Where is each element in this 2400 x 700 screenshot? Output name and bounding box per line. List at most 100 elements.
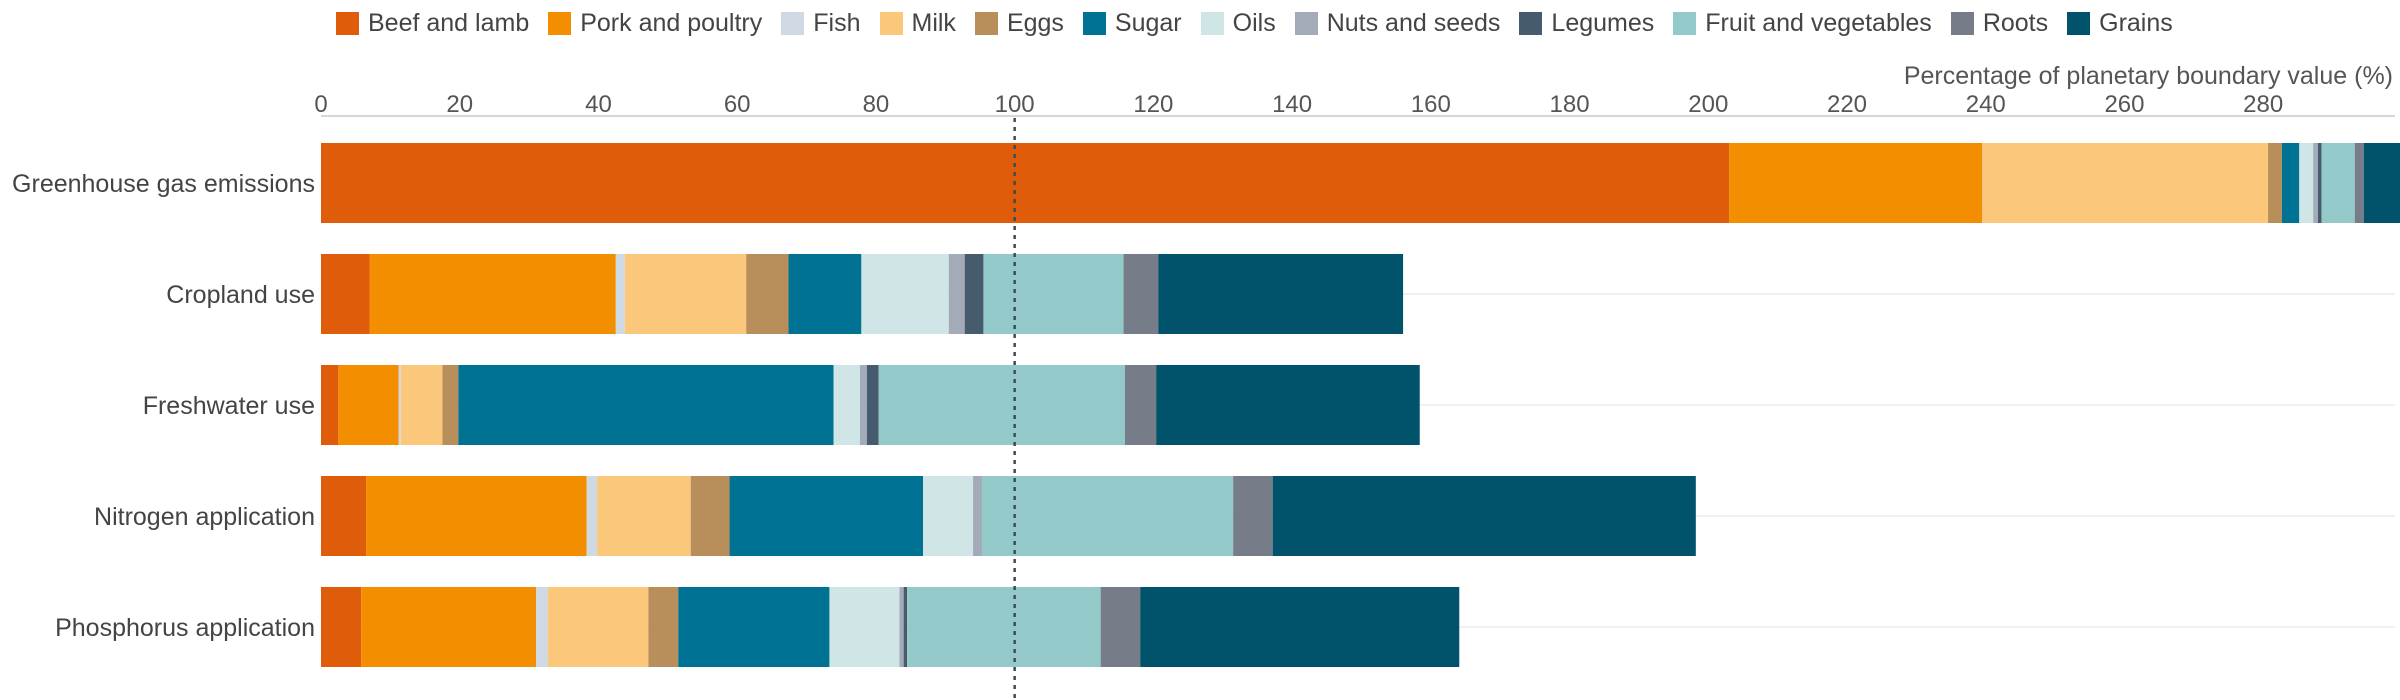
bar-beef-and-lamb-cropland-use xyxy=(321,254,370,334)
bar-legumes-phosphorus-application xyxy=(903,587,908,667)
x-tick-label: 0 xyxy=(314,91,327,118)
bar-milk-phosphorus-application xyxy=(547,587,649,667)
bar-beef-and-lamb-freshwater-use xyxy=(321,365,339,445)
legend-item-eggs: Eggs xyxy=(974,9,1064,38)
bar-oils-nitrogen-application xyxy=(923,476,974,556)
bar-fruit-and-vegetables-greenhouse-gas-emissions xyxy=(2321,143,2355,223)
bar-beef-and-lamb-greenhouse-gas-emissions xyxy=(321,143,1730,223)
legend-swatch xyxy=(974,12,998,35)
legend-swatch xyxy=(1519,12,1543,35)
legend-label: Fish xyxy=(813,9,861,37)
x-tick-label: 80 xyxy=(863,91,890,118)
legend-item-fruit-and-vegetables: Fruit and vegetables xyxy=(1673,9,1932,38)
x-tick-label: 200 xyxy=(1688,91,1728,118)
legend-swatch xyxy=(336,12,359,35)
category-label-phosphorus-application: Phosphorus application xyxy=(55,614,315,642)
bars-layer xyxy=(321,143,2400,667)
bar-pork-and-poultry-phosphorus-application xyxy=(361,587,537,667)
bar-oils-phosphorus-application xyxy=(829,587,900,667)
bar-legumes-cropland-use xyxy=(964,254,984,334)
x-tick-label: 100 xyxy=(995,91,1035,118)
legend-swatch xyxy=(1200,12,1224,35)
category-label-freshwater-use: Freshwater use xyxy=(143,392,315,420)
bar-nuts-and-seeds-phosphorus-application xyxy=(899,587,904,667)
legend-label: Roots xyxy=(1982,9,2049,37)
bar-roots-greenhouse-gas-emissions xyxy=(2354,143,2364,223)
legend-swatch xyxy=(1294,12,1318,35)
legend-label: Beef and lamb xyxy=(368,9,530,37)
bar-fish-phosphorus-application xyxy=(536,587,548,667)
axis-layer: 0 20 40 60 80 100 120 140 160 180 200 220 240 260 280 G… xyxy=(12,91,2395,642)
legend-item-grains: Grains xyxy=(2067,9,2173,38)
category-label-greenhouse-gas-emissions: Greenhouse gas emissions xyxy=(12,170,315,198)
x-tick-label: 60 xyxy=(724,91,751,118)
bar-eggs-cropland-use xyxy=(746,254,789,334)
legend-swatch xyxy=(1673,12,1697,35)
bar-eggs-phosphorus-application xyxy=(648,587,679,667)
bar-grains-phosphorus-application xyxy=(1140,587,1460,667)
legend-label: Milk xyxy=(911,9,956,37)
legend-item-sugar: Sugar xyxy=(1082,9,1182,38)
bar-eggs-freshwater-use xyxy=(442,365,459,445)
bar-fruit-and-vegetables-freshwater-use xyxy=(878,365,1125,445)
bar-fruit-and-vegetables-nitrogen-application xyxy=(982,476,1234,556)
x-tick-label: 180 xyxy=(1550,91,1590,118)
x-axis-title: Percentage of planetary boundary value (… xyxy=(1904,62,2393,90)
bar-milk-nitrogen-application xyxy=(597,476,691,556)
bar-grains-freshwater-use xyxy=(1156,365,1420,445)
bar-sugar-freshwater-use xyxy=(458,365,834,445)
bar-fruit-and-vegetables-phosphorus-application xyxy=(907,587,1101,667)
bar-roots-freshwater-use xyxy=(1124,365,1157,445)
x-tick-label: 140 xyxy=(1272,91,1312,118)
legend: Beef and lamb Pork and poultry Fish Milk Egg… xyxy=(336,9,2192,38)
bar-roots-phosphorus-application xyxy=(1100,587,1141,667)
bar-nuts-and-seeds-nitrogen-application xyxy=(973,476,983,556)
bar-fish-freshwater-use xyxy=(398,365,401,445)
grid-layer xyxy=(321,293,2395,628)
legend-item-oils: Oils xyxy=(1200,9,1276,38)
bar-nuts-and-seeds-greenhouse-gas-emissions xyxy=(2313,143,2319,223)
x-tick-label: 40 xyxy=(585,91,612,118)
bar-grains-greenhouse-gas-emissions xyxy=(2363,143,2400,223)
legend-label: Sugar xyxy=(1114,9,1182,37)
bar-milk-greenhouse-gas-emissions xyxy=(1982,143,2269,223)
bar-legumes-greenhouse-gas-emissions xyxy=(2318,143,2322,223)
bar-oils-greenhouse-gas-emissions xyxy=(2299,143,2314,223)
legend-swatch xyxy=(1082,12,1106,35)
bar-pork-and-poultry-freshwater-use xyxy=(338,365,399,445)
bar-sugar-nitrogen-application xyxy=(729,476,924,556)
bar-grains-nitrogen-application xyxy=(1272,476,1696,556)
bar-pork-and-poultry-greenhouse-gas-emissions xyxy=(1729,143,1983,223)
bar-milk-cropland-use xyxy=(624,254,747,334)
legend-item-legumes: Legumes xyxy=(1519,9,1654,38)
x-tick-label: 240 xyxy=(1966,91,2006,118)
legend-label: Eggs xyxy=(1006,9,1064,37)
legend-swatch xyxy=(879,12,903,35)
bar-legumes-freshwater-use xyxy=(866,365,879,445)
legend-item-roots: Roots xyxy=(1950,9,2049,38)
bar-fish-cropland-use xyxy=(615,254,625,334)
bar-oils-cropland-use xyxy=(861,254,949,334)
x-tick-label: 160 xyxy=(1411,91,1451,118)
bar-oils-freshwater-use xyxy=(833,365,860,445)
bar-roots-cropland-use xyxy=(1123,254,1159,334)
legend-swatch xyxy=(781,12,805,35)
legend-item-beef-and-lamb: Beef and lamb xyxy=(336,9,529,38)
bar-sugar-greenhouse-gas-emissions xyxy=(2281,143,2300,223)
bar-milk-freshwater-use xyxy=(400,365,443,445)
legend-swatch xyxy=(548,12,572,35)
bar-fruit-and-vegetables-cropland-use xyxy=(983,254,1124,334)
bar-nuts-and-seeds-freshwater-use xyxy=(859,365,867,445)
legend-label: Pork and poultry xyxy=(580,9,763,37)
x-tick-label: 280 xyxy=(2243,91,2283,118)
bar-sugar-cropland-use xyxy=(788,254,862,334)
legend-item-milk: Milk xyxy=(879,9,956,38)
legend-label: Legumes xyxy=(1551,9,1655,37)
legend-item-fish: Fish xyxy=(781,9,861,38)
bar-eggs-greenhouse-gas-emissions xyxy=(2268,143,2282,223)
x-tick-label: 260 xyxy=(2104,91,2144,118)
legend-label: Oils xyxy=(1232,9,1276,37)
x-tick-label: 20 xyxy=(446,91,473,118)
legend-item-nuts-and-seeds: Nuts and seeds xyxy=(1294,9,1501,38)
legend-label: Nuts and seeds xyxy=(1326,9,1501,37)
